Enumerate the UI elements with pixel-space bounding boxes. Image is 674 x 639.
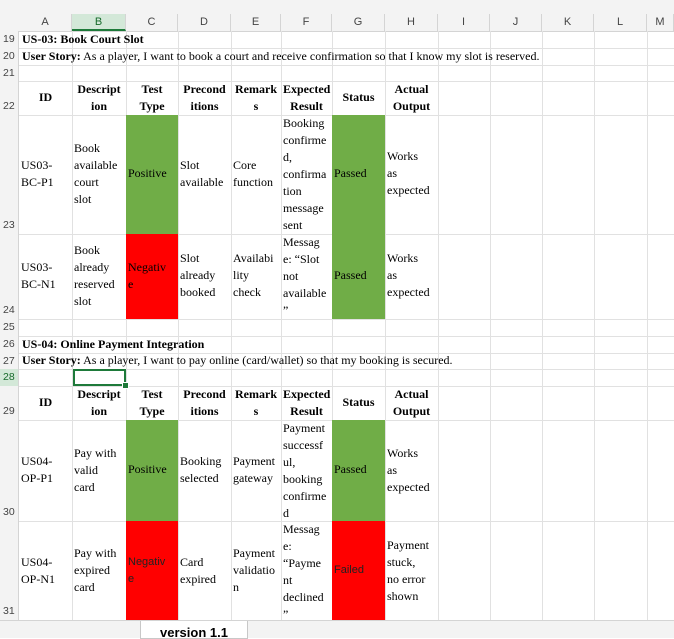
column-header-i[interactable]: I bbox=[438, 14, 490, 31]
user-story-label: User Story: bbox=[22, 353, 81, 367]
cell-actual-output[interactable]: Works as expected bbox=[387, 149, 430, 197]
header-preconditions[interactable]: Precond itions bbox=[183, 387, 226, 418]
user-story-text: As a player, I want to pay online (card/… bbox=[80, 353, 453, 367]
row-number-31[interactable]: 31 bbox=[0, 521, 19, 620]
fill-handle[interactable] bbox=[122, 382, 129, 389]
user-story-us04[interactable]: User Story: As a player, I want to pay o… bbox=[22, 352, 453, 369]
cell-status-passed[interactable]: Passed bbox=[332, 420, 385, 521]
cell-test-type-negative[interactable]: Negativ e bbox=[126, 521, 178, 620]
cell-remarks[interactable]: Payment gateway bbox=[233, 454, 275, 485]
column-header-k[interactable]: K bbox=[542, 14, 594, 31]
column-header-d[interactable]: D bbox=[178, 14, 231, 31]
header-status[interactable]: Status bbox=[342, 90, 375, 104]
sheet-tab-active[interactable]: version 1.1 bbox=[140, 621, 248, 639]
cell-remarks[interactable]: Payment validatio n bbox=[233, 546, 275, 594]
cell-description[interactable]: Book already reserved slot bbox=[74, 243, 115, 308]
header-expected-result[interactable]: Expected Result bbox=[283, 82, 331, 113]
cell-id[interactable]: US03- BC-P1 bbox=[21, 158, 54, 189]
header-remarks[interactable]: Remark s bbox=[235, 387, 277, 418]
cell-remarks[interactable]: Core function bbox=[233, 158, 273, 189]
row-number-26[interactable]: 26 bbox=[0, 336, 19, 353]
header-preconditions[interactable]: Precond itions bbox=[183, 82, 226, 113]
cell-status-passed[interactable]: Passed bbox=[332, 234, 385, 319]
cell-id[interactable]: US04- OP-P1 bbox=[21, 454, 54, 485]
header-expected-result[interactable]: Expected Result bbox=[283, 387, 331, 418]
cell-actual-output[interactable]: Works as expected bbox=[387, 251, 430, 299]
header-actual-output[interactable]: Actual Output bbox=[392, 82, 431, 113]
header-status[interactable]: Status bbox=[342, 395, 375, 409]
row-number-19[interactable]: 19 bbox=[0, 31, 19, 48]
cell-preconditions[interactable]: Slot available bbox=[180, 158, 224, 189]
column-header-j[interactable]: J bbox=[490, 14, 542, 31]
cell-description[interactable]: Book available court slot bbox=[74, 141, 118, 206]
row-number-29[interactable]: 29 bbox=[0, 386, 19, 420]
header-description[interactable]: Descript ion bbox=[77, 387, 121, 418]
header-description[interactable]: Descript ion bbox=[77, 82, 121, 113]
column-header-c[interactable]: C bbox=[126, 14, 178, 31]
cell-expected-result[interactable]: Booking confirme d, confirma tion messag… bbox=[283, 116, 327, 232]
row-number-22[interactable]: 22 bbox=[0, 81, 19, 115]
cell-test-type-positive[interactable]: Positive bbox=[126, 115, 178, 234]
header-remarks[interactable]: Remark s bbox=[235, 82, 277, 113]
column-header-m[interactable]: M bbox=[647, 14, 674, 31]
active-cell-selection[interactable] bbox=[73, 369, 126, 386]
header-test-type[interactable]: Test Type bbox=[139, 82, 165, 113]
cell-expected-result[interactable]: Messag e: “Slot not available ” bbox=[283, 235, 327, 317]
header-id[interactable]: ID bbox=[38, 90, 53, 104]
cell-preconditions[interactable]: Booking selected bbox=[180, 454, 222, 485]
cell-status-passed[interactable]: Passed bbox=[332, 115, 385, 234]
column-header-a[interactable]: A bbox=[19, 14, 72, 31]
row-number-24[interactable]: 24 bbox=[0, 234, 19, 319]
column-header-bar: A B C D E F G H I J K L M bbox=[0, 0, 674, 32]
row-number-21[interactable]: 21 bbox=[0, 65, 19, 81]
section-title-us04[interactable]: US-04: Online Payment Integration bbox=[22, 337, 205, 351]
cell-expected-result[interactable]: Messag e: “Payme nt declined ” bbox=[283, 522, 324, 620]
section-title-us03[interactable]: US-03: Book Court Slot bbox=[22, 32, 144, 46]
header-id[interactable]: ID bbox=[38, 395, 53, 409]
cell-preconditions[interactable]: Slot already booked bbox=[180, 251, 216, 299]
cell-actual-output[interactable]: Works as expected bbox=[387, 446, 430, 494]
cell-id[interactable]: US03- BC-N1 bbox=[21, 260, 56, 291]
cell-description[interactable]: Pay with valid card bbox=[74, 446, 117, 494]
row-number-30[interactable]: 30 bbox=[0, 420, 19, 521]
cell-test-type-negative[interactable]: Negativ e bbox=[126, 234, 178, 319]
row-number-25[interactable]: 25 bbox=[0, 319, 19, 336]
cell-status-failed[interactable]: Failed bbox=[332, 521, 385, 620]
cell-expected-result[interactable]: Payment successf ul, booking confirme d bbox=[283, 421, 327, 520]
cell-test-type-positive[interactable]: Positive bbox=[126, 420, 178, 521]
column-header-l[interactable]: L bbox=[594, 14, 647, 31]
user-story-label: User Story: bbox=[22, 49, 81, 63]
row-number-20[interactable]: 20 bbox=[0, 48, 19, 65]
user-story-text: As a player, I want to book a court and … bbox=[80, 49, 540, 63]
cell-id[interactable]: US04- OP-N1 bbox=[21, 555, 56, 586]
column-header-h[interactable]: H bbox=[385, 14, 438, 31]
row-number-27[interactable]: 27 bbox=[0, 353, 19, 369]
user-story-us03[interactable]: User Story: As a player, I want to book … bbox=[22, 48, 540, 65]
cell-actual-output[interactable]: Payment stuck, no error shown bbox=[387, 538, 429, 603]
row-number-28[interactable]: 28 bbox=[0, 369, 19, 386]
sheet-tab-bar: version 1.1 bbox=[0, 620, 674, 639]
row-number-23[interactable]: 23 bbox=[0, 115, 19, 234]
column-header-b[interactable]: B bbox=[72, 14, 126, 31]
cell-remarks[interactable]: Availabi lity check bbox=[233, 251, 274, 299]
cell-preconditions[interactable]: Card expired bbox=[180, 555, 216, 586]
header-actual-output[interactable]: Actual Output bbox=[392, 387, 431, 418]
column-header-f[interactable]: F bbox=[281, 14, 332, 31]
header-test-type[interactable]: Test Type bbox=[139, 387, 165, 418]
column-header-g[interactable]: G bbox=[332, 14, 385, 31]
column-header-e[interactable]: E bbox=[231, 14, 281, 31]
cell-description[interactable]: Pay with expired card bbox=[74, 546, 117, 594]
